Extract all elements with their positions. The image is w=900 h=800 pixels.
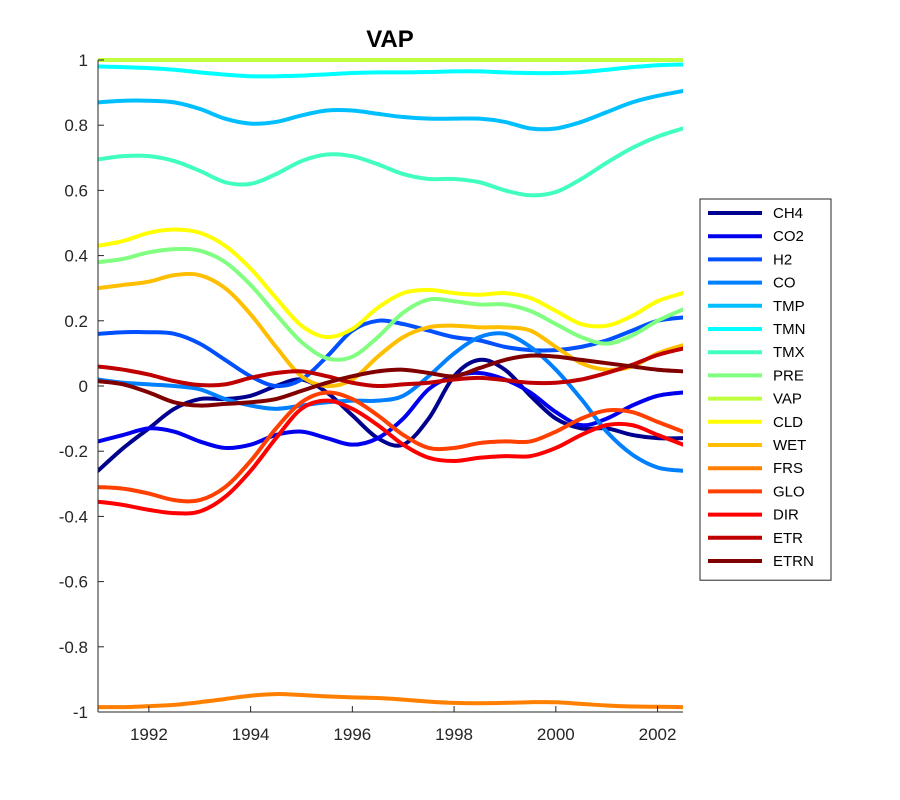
legend-item: PRE	[708, 367, 804, 384]
series-line-glo	[98, 390, 683, 504]
series-line-cld	[98, 227, 683, 340]
chart-title: VAP	[366, 26, 414, 53]
legend-label: DIR	[773, 507, 799, 524]
legend-label: PRE	[773, 367, 804, 384]
legend-item: H2	[708, 251, 792, 268]
legend-label: CLD	[773, 414, 803, 431]
legend-item: DIR	[708, 507, 799, 524]
series-line-etr	[98, 346, 683, 389]
series-line-dir	[98, 398, 683, 516]
legend-label: TMX	[773, 344, 805, 361]
series-line-tmp	[98, 88, 683, 132]
series-line-wet	[98, 271, 683, 389]
series-line-tmn	[98, 62, 683, 79]
legend-label: GLO	[773, 483, 805, 500]
legend-item: TMN	[708, 321, 806, 338]
series-line-pre	[98, 246, 683, 362]
legend-label: CH4	[773, 205, 803, 222]
legend-item: GLO	[708, 483, 805, 500]
legend-label: ETR	[773, 530, 803, 547]
legend-item: VAP	[708, 391, 802, 408]
plot-area	[98, 58, 683, 710]
series-line-etrn	[98, 353, 683, 408]
y-tick-label: 0.8	[64, 116, 88, 135]
y-tick-label: 0.6	[64, 181, 88, 200]
series-line-co	[98, 331, 683, 473]
y-tick-label: -0.4	[59, 507, 88, 526]
series-line-tmx	[98, 126, 683, 198]
legend-item: CH4	[708, 205, 803, 222]
y-tick-label: -0.6	[59, 573, 88, 592]
x-tick-label: 1998	[435, 725, 473, 744]
y-tick-label: 0.2	[64, 312, 88, 331]
legend-item: CLD	[708, 414, 803, 431]
legend-label: TMN	[773, 321, 806, 338]
legend-label: CO	[773, 275, 796, 292]
legend-label: VAP	[773, 391, 802, 408]
legend-item: CO2	[708, 228, 804, 245]
series-line-co2	[98, 370, 683, 451]
legend-label: WET	[773, 437, 806, 454]
legend-item: CO	[708, 275, 796, 292]
legend-item: ETR	[708, 530, 803, 547]
x-tick-label: 1996	[333, 725, 371, 744]
legend-item: FRS	[708, 460, 803, 477]
legend-box	[699, 198, 832, 581]
legend-item: ETRN	[708, 553, 814, 570]
series-line-h2	[98, 315, 683, 389]
legend-item: WET	[708, 437, 806, 454]
legend: CH4 CO2 H2 CO TMP TMN TMX PRE VAP CLD WET FRS GLO DIR…	[699, 198, 832, 581]
y-tick-label: 1	[79, 51, 88, 70]
x-tick-label: 1994	[232, 725, 270, 744]
legend-item: TMX	[708, 344, 805, 361]
series-line-frs	[98, 692, 683, 710]
legend-label: FRS	[773, 460, 803, 477]
y-tick-label: -0.2	[59, 442, 88, 461]
x-tick-label: 2000	[537, 725, 575, 744]
y-tick-label: 0.4	[64, 247, 88, 266]
y-tick-label: -0.8	[59, 638, 88, 657]
x-tick-label: 2002	[639, 725, 677, 744]
legend-label: CO2	[773, 228, 804, 245]
x-tick-label: 1992	[130, 725, 168, 744]
series-line-ch4	[98, 357, 683, 473]
axes: 1 0.8 0.6 0.4 0.2 0 -0.2 -0.4 -0.6 -0.8 -1 1992 1994…	[59, 51, 683, 744]
y-tick-label: -1	[73, 703, 88, 722]
legend-label: TMP	[773, 298, 805, 315]
y-tick-label: 0	[79, 377, 88, 396]
legend-label: H2	[773, 251, 792, 268]
legend-item: TMP	[708, 298, 805, 315]
legend-label: ETRN	[773, 553, 814, 570]
